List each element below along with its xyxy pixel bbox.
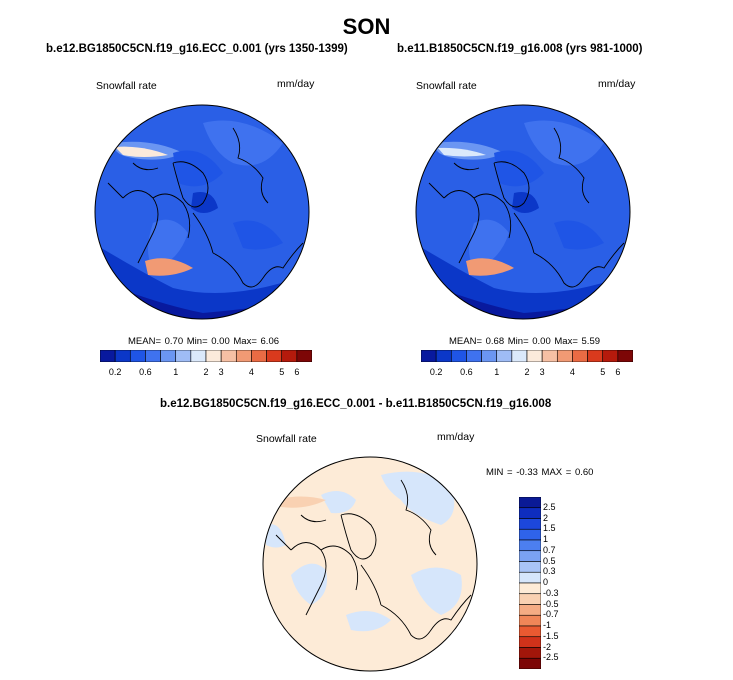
panel1-colorbar-swatch — [129, 350, 146, 362]
panel1-units-label: mm/day — [277, 78, 315, 90]
panel2-colorbar-swatch — [541, 350, 558, 362]
diff-colorbar-tick: -2.5 — [543, 652, 559, 663]
panel2-colorbar-tick: 2 — [524, 367, 530, 377]
diff-colorbar-swatch — [519, 550, 541, 562]
diff-colorbar-swatch — [519, 614, 541, 627]
diff-colorbar-swatch — [519, 625, 541, 638]
panel2-colorbar-tick: 6 — [615, 367, 621, 377]
diff-colorbar — [519, 497, 541, 669]
panel2-units-label: mm/day — [598, 78, 636, 90]
panel2-colorbar-swatch — [511, 350, 528, 362]
diff-colorbar-swatch — [519, 604, 541, 616]
panel2-colorbar-swatch — [481, 350, 498, 362]
diff-colorbar-tick: -1 — [543, 620, 552, 630]
panel1-polar-map — [94, 104, 310, 320]
panel1-case-title: b.e12.BG1850C5CN.f19_g16.ECC_0.001 (yrs … — [46, 43, 348, 55]
diff-colorbar-tick: 0.5 — [543, 555, 556, 566]
panel1-colorbar-tick: 1 — [173, 367, 179, 377]
diff-colorbar-swatch — [519, 571, 541, 584]
panel2-colorbar-swatch — [496, 350, 513, 362]
panel2-colorbar-swatch — [526, 350, 543, 362]
diff-colorbar-tick: -0.7 — [543, 609, 559, 620]
diff-colorbar-swatch — [519, 582, 541, 595]
panel1-colorbar-tick: 2 — [203, 367, 209, 377]
diff-units-label: mm/day — [437, 431, 475, 443]
panel2-colorbar-swatch — [421, 350, 437, 362]
panel2-colorbar-tick: 5 — [600, 367, 606, 377]
diff-colorbar-swatch — [519, 561, 541, 573]
diff-colorbar-swatch — [519, 528, 541, 541]
panel1-colorbar-tick: 3 — [218, 367, 224, 377]
diff-colorbar-tick: -0.3 — [543, 587, 559, 598]
panel2-colorbar-tick: 0.6 — [460, 367, 473, 377]
diff-colorbar-tick: 0 — [543, 577, 549, 587]
panel1-colorbar-tick: 5 — [279, 367, 285, 377]
panel1-variable-label: Snowfall rate — [96, 80, 157, 92]
panel2-polar-map — [415, 104, 631, 320]
diff-colorbar-tick: 0.7 — [543, 544, 556, 555]
diff-colorbar-tick: -1.5 — [543, 630, 559, 641]
panel1-colorbar-swatch — [145, 350, 161, 362]
panel2-variable-label: Snowfall rate — [416, 80, 477, 92]
panel1-colorbar-swatch — [114, 350, 131, 362]
diff-variable-label: Snowfall rate — [256, 433, 317, 445]
panel2-colorbar-tick: 3 — [539, 367, 545, 377]
panel1-colorbar-swatch — [205, 350, 222, 362]
diff-colorbar-tick: 2.5 — [543, 501, 556, 512]
diff-stats: MIN = -0.33 MAX = 0.60 — [486, 467, 594, 478]
panel1-colorbar-swatch — [266, 350, 283, 362]
diff-colorbar-tick: 1 — [543, 534, 549, 544]
panel1-colorbar-tick: 0.2 — [108, 367, 122, 377]
panel2-colorbar-swatch — [450, 350, 467, 362]
diff-colorbar-swatch — [519, 507, 541, 519]
panel2-stats: MEAN= 0.68 Min= 0.00 Max= 5.59 — [449, 336, 601, 347]
panel2-colorbar-tick: 0.2 — [429, 367, 443, 377]
diff-colorbar-swatch — [519, 497, 541, 509]
panel2-colorbar-tick: 4 — [569, 367, 575, 377]
diff-colorbar-swatch — [519, 657, 541, 669]
panel1-stats: MEAN= 0.70 Min= 0.00 Max= 6.06 — [128, 336, 280, 347]
diff-colorbar-swatch — [519, 539, 541, 552]
panel1-colorbar-swatch — [100, 350, 116, 362]
panel1-colorbar-swatch — [160, 350, 177, 362]
panel1-colorbar-tick: 6 — [294, 367, 300, 377]
panel2-colorbar-swatch — [572, 350, 588, 362]
diff-colorbar-tick: -0.5 — [543, 598, 559, 609]
diff-colorbar-swatch — [519, 593, 541, 605]
panel1-colorbar-swatch — [235, 350, 252, 362]
panel2-case-title: b.e11.B1850C5CN.f19_g16.008 (yrs 981-100… — [397, 43, 643, 55]
diff-polar-map — [262, 456, 478, 672]
diff-colorbar-tick: 0.3 — [543, 566, 556, 577]
panel2-colorbar-swatch — [556, 350, 573, 362]
panel2-colorbar-tick: 1 — [494, 367, 500, 377]
panel2-colorbar-swatch — [466, 350, 482, 362]
panel1-colorbar — [100, 350, 312, 362]
diff-colorbar-tick: -2 — [543, 641, 552, 652]
panel1-colorbar-swatch — [281, 350, 298, 362]
panel1-colorbar-swatch — [251, 350, 267, 362]
panel2-colorbar-swatch — [602, 350, 619, 362]
panel1-colorbar-swatch — [296, 350, 312, 362]
diff-colorbar-swatch — [519, 636, 541, 648]
panel2-colorbar-swatch — [587, 350, 604, 362]
panel2-colorbar-swatch — [617, 350, 633, 362]
diff-colorbar-tick: 1.5 — [543, 523, 556, 534]
panel2-colorbar — [421, 350, 633, 362]
panel1-colorbar-swatch — [175, 350, 192, 362]
diff-colorbar-swatch — [519, 518, 541, 530]
diff-colorbar-tick: 2 — [543, 512, 549, 523]
panel1-colorbar-tick: 0.6 — [139, 367, 152, 377]
season-title: SON — [342, 14, 391, 39]
diff-case-title: b.e12.BG1850C5CN.f19_g16.ECC_0.001 - b.e… — [160, 398, 552, 410]
panel2-colorbar-swatch — [435, 350, 452, 362]
panel1-colorbar-swatch — [220, 350, 237, 362]
panel1-colorbar-tick: 4 — [248, 367, 254, 377]
diff-colorbar-swatch — [519, 647, 541, 659]
panel1-colorbar-swatch — [190, 350, 207, 362]
